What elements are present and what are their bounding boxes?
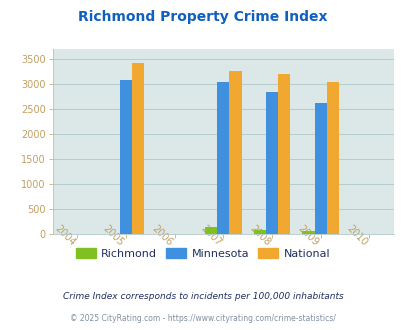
Bar xyxy=(277,75,290,234)
Bar xyxy=(265,92,277,234)
Bar xyxy=(119,81,132,234)
Bar xyxy=(229,72,241,234)
Bar xyxy=(205,227,217,234)
Text: © 2025 CityRating.com - https://www.cityrating.com/crime-statistics/: © 2025 CityRating.com - https://www.city… xyxy=(70,314,335,323)
Legend: Richmond, Minnesota, National: Richmond, Minnesota, National xyxy=(71,244,334,263)
Bar xyxy=(314,103,326,234)
Bar xyxy=(302,231,314,234)
Bar xyxy=(132,63,144,234)
Text: Crime Index corresponds to incidents per 100,000 inhabitants: Crime Index corresponds to incidents per… xyxy=(62,292,343,301)
Bar xyxy=(217,82,229,234)
Text: Richmond Property Crime Index: Richmond Property Crime Index xyxy=(78,10,327,24)
Bar xyxy=(326,82,338,234)
Bar xyxy=(253,230,265,234)
